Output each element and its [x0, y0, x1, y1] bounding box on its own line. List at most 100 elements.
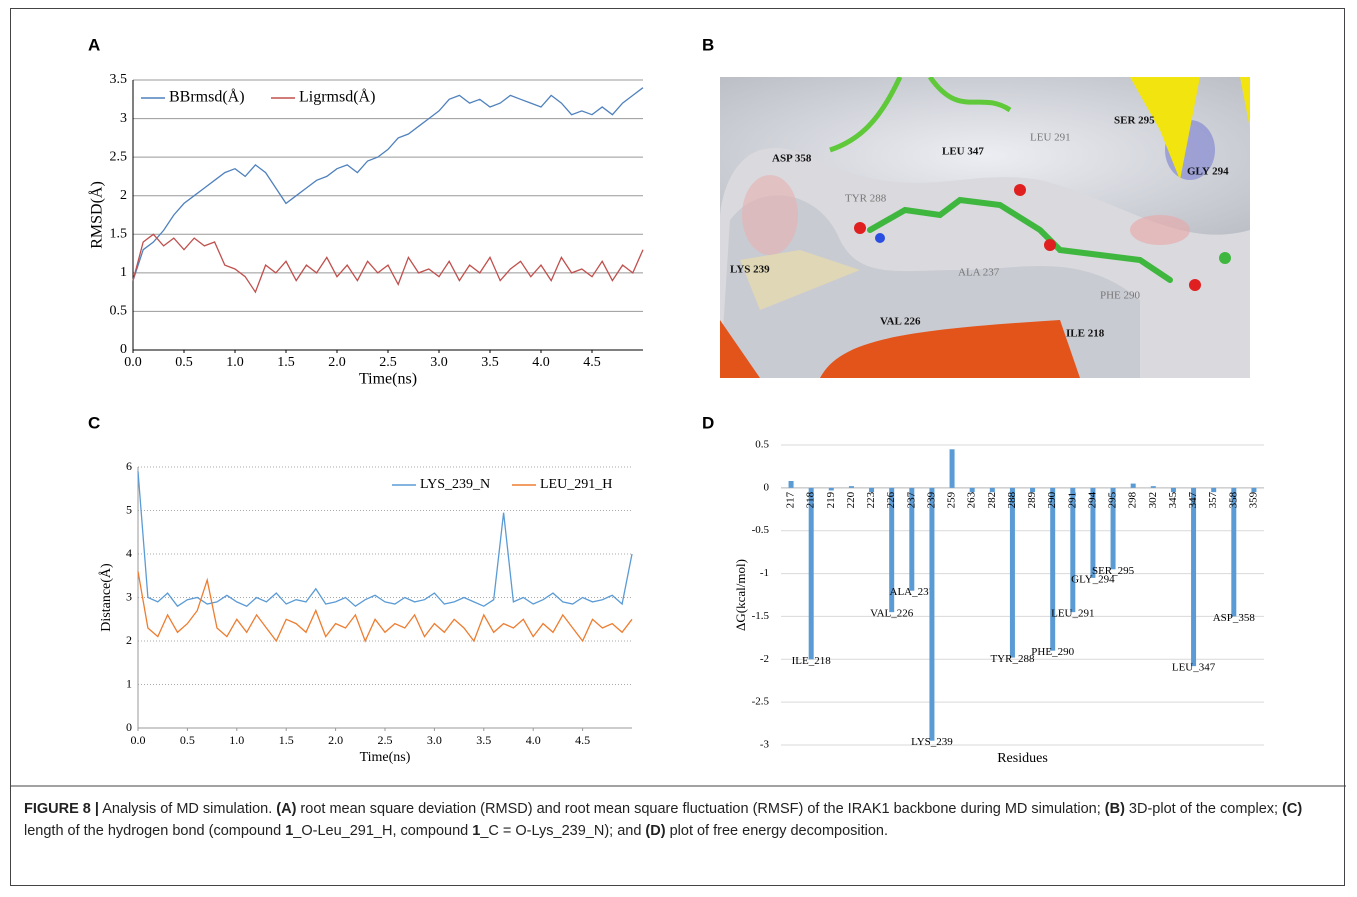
residue-label: GLY 294 [1187, 166, 1229, 178]
bar [1030, 487, 1036, 493]
y-axis-label: ΔG(kcal/mol) [733, 559, 748, 631]
x-tick-label: 239 [925, 491, 937, 508]
bar [869, 487, 875, 493]
x-tick-label: 3.0 [430, 355, 448, 370]
bar [1009, 487, 1015, 658]
figure-caption: FIGURE 8 | Analysis of MD simulation. (A… [24, 798, 1336, 842]
bar [1251, 487, 1257, 493]
series-line [132, 87, 644, 281]
x-tick-label: 3.5 [481, 355, 499, 370]
caption-text: _O-Leu_291_H, compound [293, 823, 473, 839]
bar [889, 487, 895, 613]
y-tick-label: 0.5 [755, 439, 769, 451]
residue-label: ALA 237 [958, 267, 1000, 279]
x-tick-label: 1.5 [277, 355, 295, 370]
x-tick-label: 263 [966, 491, 978, 508]
bar [808, 487, 814, 660]
residue-label: LYS 239 [730, 264, 770, 276]
y-tick-label: 4 [126, 546, 132, 560]
x-axis-label: Time(ns) [359, 371, 417, 388]
bar [1110, 487, 1116, 570]
x-tick-label: 1.5 [279, 733, 294, 747]
x-tick-label: 218 [805, 491, 817, 508]
bar-label: ILE_218 [792, 655, 832, 667]
caption-text: root mean square deviation (RMSD) and ro… [296, 801, 1105, 817]
x-axis-label: Time(ns) [360, 750, 411, 765]
legend-label: LYS_239_N [420, 477, 490, 492]
caption-text: (D) [645, 823, 666, 839]
x-tick-label: 3.0 [427, 733, 442, 747]
y-tick-label: 2 [126, 633, 132, 647]
figure-frame [10, 8, 1345, 886]
x-tick-label: 219 [825, 491, 837, 508]
x-tick-label: 0.0 [124, 355, 142, 370]
residue-label: LEU 347 [942, 146, 984, 158]
bar-label: ALA_237 [890, 586, 935, 598]
y-axis-label: Distance(Å) [98, 563, 114, 632]
x-tick-label: 345 [1167, 491, 1179, 508]
x-tick-label: 226 [885, 491, 897, 508]
x-tick-label: 1.0 [226, 355, 244, 370]
panel-label: D [702, 413, 714, 432]
x-tick-label: 288 [1006, 491, 1018, 508]
x-tick-label: 4.5 [575, 733, 590, 747]
y-tick-label: 0 [120, 342, 127, 357]
bar-label: TYR_288 [990, 653, 1035, 665]
bar-label: LYS_239 [911, 736, 953, 748]
bar [949, 449, 955, 488]
bar-label: LEU_291 [1051, 608, 1094, 620]
y-tick-label: -1 [760, 567, 769, 579]
bar [989, 487, 995, 493]
y-tick-label: -3 [760, 739, 770, 751]
x-tick-label: 223 [865, 491, 877, 508]
x-tick-label: 295 [1107, 491, 1119, 508]
panel-label: B [702, 35, 714, 54]
x-tick-label: 4.5 [583, 355, 601, 370]
bar-label: ASP_358 [1213, 612, 1256, 624]
residue-label: ILE 218 [1066, 328, 1105, 340]
bar-label: LEU_347 [1172, 662, 1216, 674]
y-tick-label: 6 [126, 459, 132, 473]
x-tick-label: 3.5 [476, 733, 491, 747]
bar-label: PHE_290 [1031, 646, 1074, 658]
x-tick-label: 220 [845, 491, 857, 508]
bar [1070, 487, 1076, 613]
caption-text: plot of free energy decomposition. [665, 823, 889, 839]
legend-label: BBrmsd(Å) [169, 88, 245, 106]
y-tick-label: 0 [126, 720, 132, 734]
bar [909, 487, 915, 591]
bar-label: VAL_226 [870, 608, 914, 620]
caption-text: _C = O-Lys_239_N); and [480, 823, 646, 839]
x-tick-label: 290 [1046, 491, 1058, 508]
caption-text: FIGURE 8 | [24, 801, 99, 817]
bar [1090, 487, 1096, 578]
y-tick-label: 2 [120, 188, 127, 203]
y-tick-label: -0.5 [752, 524, 770, 536]
y-tick-label: -1.5 [752, 610, 770, 622]
y-tick-label: 0 [764, 481, 770, 493]
residue-label: ASP 358 [772, 153, 812, 165]
x-tick-label: 2.0 [328, 355, 346, 370]
bar [1231, 487, 1237, 617]
x-tick-label: 237 [905, 491, 917, 508]
bar-label: SER_295 [1092, 565, 1135, 577]
x-tick-label: 282 [986, 492, 998, 509]
y-tick-label: -2.5 [752, 696, 770, 708]
y-tick-label: 1 [120, 265, 127, 280]
caption-text: Analysis of MD simulation. [98, 801, 277, 817]
y-tick-label: 3.5 [110, 72, 128, 87]
x-tick-label: 302 [1147, 492, 1159, 509]
x-tick-label: 357 [1207, 491, 1219, 508]
caption-text: 3D-plot of the complex; [1124, 801, 1283, 817]
x-tick-label: 359 [1247, 491, 1259, 508]
series-line [132, 233, 644, 294]
molecule-image [720, 77, 1250, 378]
x-tick-label: 217 [785, 491, 797, 508]
bar [1170, 487, 1176, 493]
x-tick-label: 259 [946, 491, 958, 508]
series-line [137, 571, 633, 643]
caption-text: 1 [472, 823, 481, 839]
bar [969, 487, 975, 493]
x-tick-label: 0.0 [131, 733, 146, 747]
bar [1130, 483, 1136, 488]
